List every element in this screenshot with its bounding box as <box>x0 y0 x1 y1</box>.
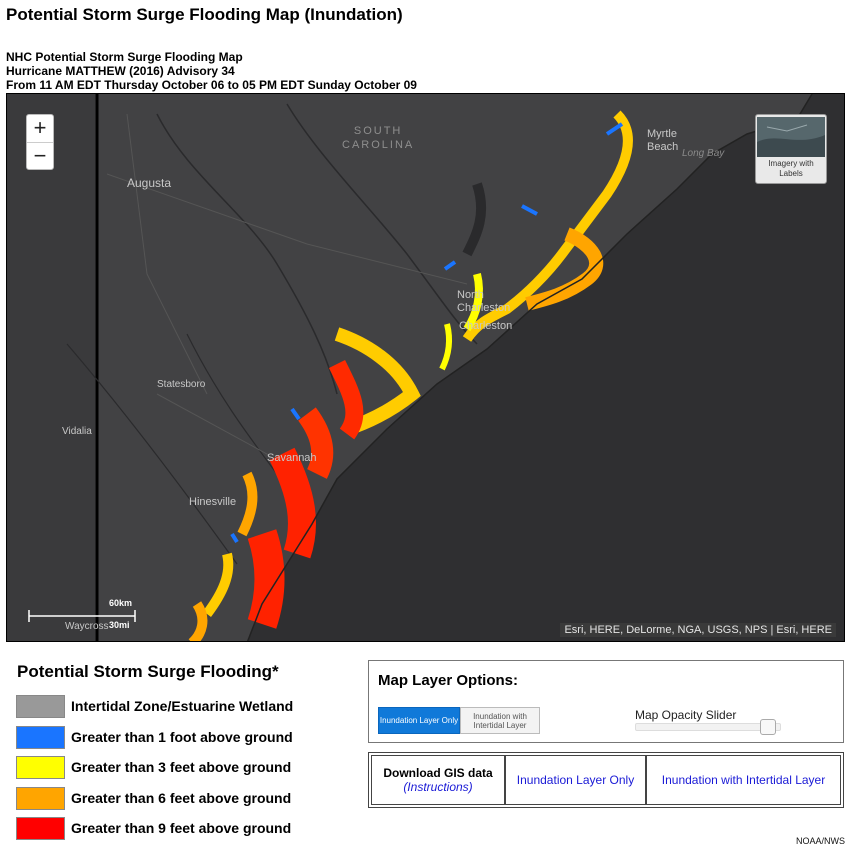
label-charleston: Charleston <box>459 320 513 332</box>
page-title: Potential Storm Surge Flooding Map (Inun… <box>6 5 403 24</box>
label-state-line1: SOUTH <box>353 125 403 137</box>
surge-band-1ft <box>230 532 239 544</box>
label-south-carolina: SOUTH CAROLINA <box>342 124 414 152</box>
surge-band-1ft <box>290 407 301 421</box>
map-subheading: NHC Potential Storm Surge Flooding Map H… <box>6 50 417 92</box>
legend-label: Intertidal Zone/Estuarine Wetland <box>71 698 294 714</box>
label-myrtle-line2: Beach <box>647 141 679 153</box>
gis-download-cell: Download GIS data (Instructions) <box>371 755 505 805</box>
legend-item: Greater than 1 foot above ground <box>16 725 293 757</box>
surge-band-1ft <box>443 260 457 271</box>
imagery-thumbnail <box>757 117 825 157</box>
legend-item: Intertidal Zone/Estuarine Wetland <box>16 695 293 726</box>
surge-band-3ft <box>463 273 483 332</box>
gis-instructions-link[interactable]: (Instructions) <box>403 780 473 794</box>
surge-legend: Intertidal Zone/Estuarine Wetland Greater… <box>16 695 293 848</box>
legend-swatch <box>16 695 65 718</box>
layer-options-title: Map Layer Options: <box>378 672 519 689</box>
label-hinesville: Hinesville <box>189 496 237 508</box>
zoom-out-button[interactable]: − <box>27 142 53 169</box>
land <box>7 94 812 641</box>
imagery-thumbnail-art <box>757 117 825 157</box>
legend-label: Greater than 9 feet above ground <box>71 820 292 836</box>
label-long-bay: Long Bay <box>682 148 725 159</box>
layer-toggle: Inundation Layer Only Inundation with In… <box>378 707 540 734</box>
surge-band-3ft <box>202 552 234 617</box>
label-myrtle-beach: Myrtle Beach <box>647 128 678 154</box>
legend-swatch <box>16 786 65 810</box>
zoom-control: + − <box>26 114 54 170</box>
surge-band-6ft <box>188 601 208 641</box>
legend-label: Greater than 6 feet above ground <box>71 789 292 806</box>
scale-bar: 60km 30mi <box>27 598 137 632</box>
label-myrtle-line1: Myrtle <box>647 128 677 140</box>
surge-band-6ft <box>237 471 258 537</box>
legend-swatch <box>16 725 65 749</box>
legend-swatch <box>16 817 65 840</box>
surge-band-1ft <box>521 204 538 216</box>
coastline <box>246 94 813 641</box>
surge-band-3ft <box>439 323 453 371</box>
noaa-credit: NOAA/NWS <box>795 836 845 846</box>
surge-band-9ft <box>328 359 364 440</box>
opacity-slider-handle[interactable] <box>760 719 776 735</box>
surge-map[interactable]: + − Imagery with Labels SOUTH CAROLINA A… <box>6 93 845 642</box>
opacity-slider[interactable] <box>635 719 781 735</box>
gis-download-label: Download GIS data <box>383 766 493 780</box>
legend-item: Greater than 3 feet above ground <box>16 756 293 787</box>
scale-km: 60km <box>109 598 133 608</box>
imagery-toggle-label: Imagery with Labels <box>768 159 814 178</box>
inundation-intertidal-toggle[interactable]: Inundation with Intertidal Layer <box>460 707 540 734</box>
imagery-toggle-button[interactable]: Imagery with Labels <box>755 114 827 184</box>
label-waycross: Waycross <box>65 621 109 632</box>
layer-options-panel: Map Layer Options: Inundation Layer Only… <box>368 660 844 743</box>
subheading-product: NHC Potential Storm Surge Flooding Map <box>6 50 243 64</box>
label-state-line2: CAROLINA <box>342 139 415 151</box>
subheading-storm: Hurricane MATTHEW (2016) Advisory 34 <box>6 64 235 78</box>
label-vidalia: Vidalia <box>62 426 92 437</box>
label-statesboro: Statesboro <box>157 379 206 390</box>
scale-bar-lines <box>28 610 136 622</box>
gis-with-intertidal-link[interactable]: Inundation with Intertidal Layer <box>646 755 841 805</box>
map-attribution: Esri, HERE, DeLorme, NGA, USGS, NPS | Es… <box>560 623 836 637</box>
label-augusta: Augusta <box>127 176 172 190</box>
river <box>156 113 338 395</box>
opacity-slider-label: Map Opacity Slider <box>635 708 737 722</box>
basemap-svg <box>7 94 844 641</box>
road <box>126 113 208 395</box>
surge-band-3ft <box>334 327 421 436</box>
surge-band-9ft <box>247 529 285 629</box>
surge-band-3ft <box>462 110 633 342</box>
legend-swatch <box>16 756 65 779</box>
scale-mi: 30mi <box>109 620 130 630</box>
gis-download-table: Download GIS data (Instructions) Inundat… <box>368 752 844 808</box>
west-shade <box>7 94 95 641</box>
legend-item: Greater than 9 feet above ground <box>16 817 293 848</box>
surge-band-9ft <box>298 407 334 479</box>
road <box>106 173 468 285</box>
label-north-line1: North <box>457 289 484 301</box>
inundation-only-toggle[interactable]: Inundation Layer Only <box>378 707 460 734</box>
label-north-charleston: North Charleston <box>457 289 510 315</box>
label-savannah: Savannah <box>267 452 317 464</box>
legend-item: Greater than 6 feet above ground <box>16 786 293 818</box>
river <box>66 343 238 565</box>
label-north-line2: Charleston <box>457 302 511 314</box>
river <box>286 103 478 345</box>
river <box>186 333 278 475</box>
lake <box>462 182 487 257</box>
legend-label: Greater than 1 foot above ground <box>71 728 293 745</box>
zoom-in-button[interactable]: + <box>33 115 47 140</box>
subheading-period: From 11 AM EDT Thursday October 06 to 05… <box>6 78 417 92</box>
surge-band-1ft <box>605 122 624 136</box>
legend-title: Potential Storm Surge Flooding* <box>17 662 279 681</box>
gis-inundation-only-link[interactable]: Inundation Layer Only <box>505 755 646 805</box>
legend-label: Greater than 3 feet above ground <box>71 759 292 775</box>
